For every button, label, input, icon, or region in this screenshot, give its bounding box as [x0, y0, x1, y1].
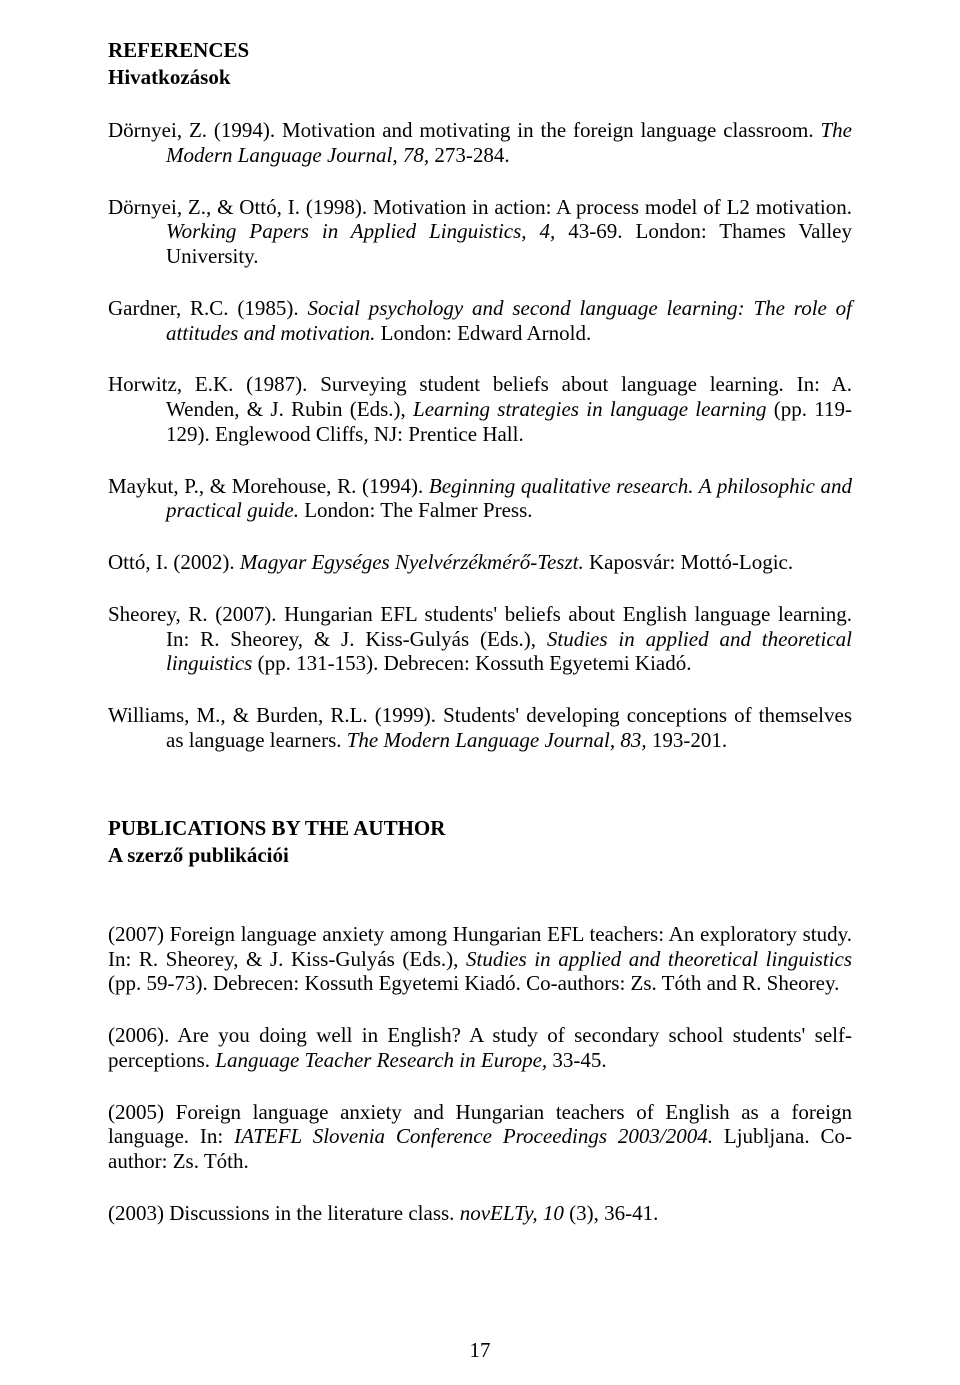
pub-text: 33-45.: [547, 1048, 607, 1072]
ref-text: London: The Falmer Press.: [299, 498, 533, 522]
section-spacer: [108, 780, 852, 816]
reference-item: Horwitz, E.K. (1987). Surveying student …: [108, 372, 852, 446]
references-title: REFERENCES: [108, 38, 852, 63]
pub-italic: Language Teacher Research in Europe,: [215, 1048, 547, 1072]
ref-italic: Magyar Egységes Nyelvérzékmérő-Teszt.: [240, 550, 584, 574]
pub-text: (3), 36-41.: [564, 1201, 658, 1225]
publication-item: (2006). Are you doing well in English? A…: [108, 1023, 852, 1073]
ref-text: Ottó, I. (2002).: [108, 550, 240, 574]
ref-text: 193-201.: [647, 728, 728, 752]
reference-item: Williams, M., & Burden, R.L. (1999). Stu…: [108, 703, 852, 753]
ref-text: Dörnyei, Z., & Ottó, I. (1998). Motivati…: [108, 195, 852, 219]
pub-italic: novELTy, 10: [460, 1201, 564, 1225]
publication-item: (2005) Foreign language anxiety and Hung…: [108, 1100, 852, 1174]
reference-item: Ottó, I. (2002). Magyar Egységes Nyelvér…: [108, 550, 852, 575]
ref-text: Dörnyei, Z. (1994). Motivation and motiv…: [108, 118, 821, 142]
ref-text: Kaposvár: Mottó-Logic.: [584, 550, 793, 574]
ref-text: 273-284.: [429, 143, 510, 167]
reference-item: Maykut, P., & Morehouse, R. (1994). Begi…: [108, 474, 852, 524]
ref-text: London: Edward Arnold.: [375, 321, 591, 345]
page-number: 17: [0, 1338, 960, 1363]
publications-title: PUBLICATIONS BY THE AUTHOR: [108, 816, 852, 841]
pub-text: (2003) Discussions in the literature cla…: [108, 1201, 460, 1225]
ref-italic: Learning strategies in language learning: [413, 397, 766, 421]
publications-subtitle: A szerző publikációi: [108, 843, 852, 868]
ref-italic: Working Papers in Applied Linguistics, 4…: [166, 219, 555, 243]
publication-item: (2003) Discussions in the literature cla…: [108, 1201, 852, 1226]
ref-italic: The Modern Language Journal, 83,: [347, 728, 647, 752]
ref-text: Gardner, R.C. (1985).: [108, 296, 307, 320]
reference-item: Dörnyei, Z., & Ottó, I. (1998). Motivati…: [108, 195, 852, 269]
references-subtitle: Hivatkozások: [108, 65, 852, 90]
ref-text: (pp. 131-153). Debrecen: Kossuth Egyetem…: [252, 651, 691, 675]
reference-item: Dörnyei, Z. (1994). Motivation and motiv…: [108, 118, 852, 168]
pub-italic: Studies in applied and theoretical lingu…: [466, 947, 852, 971]
page-container: REFERENCES Hivatkozások Dörnyei, Z. (199…: [0, 0, 960, 1385]
pub-italic: IATEFL Slovenia Conference Proceedings 2…: [234, 1124, 713, 1148]
reference-item: Sheorey, R. (2007). Hungarian EFL studen…: [108, 602, 852, 676]
reference-item: Gardner, R.C. (1985). Social psychology …: [108, 296, 852, 346]
ref-text: Maykut, P., & Morehouse, R. (1994).: [108, 474, 429, 498]
publication-item: (2007) Foreign language anxiety among Hu…: [108, 922, 852, 996]
pub-text: (pp. 59-73). Debrecen: Kossuth Egyetemi …: [108, 971, 839, 995]
